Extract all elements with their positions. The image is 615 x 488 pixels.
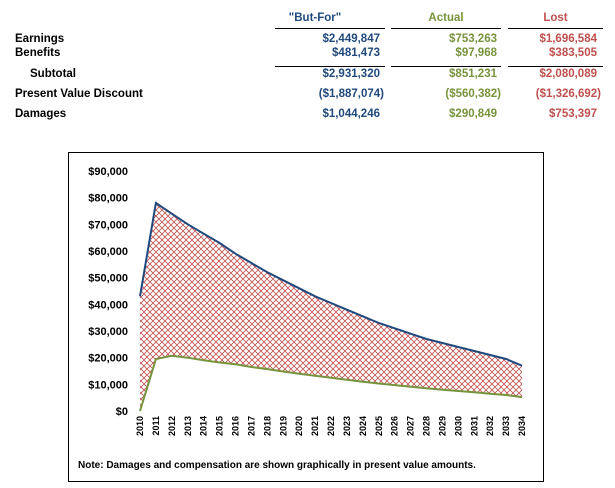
x-tick-label: 2020: [294, 416, 304, 436]
y-tick-label: $90,000: [88, 166, 128, 178]
earnings-but-for: $2,449,847: [322, 33, 380, 45]
row-label-benefits: Benefits: [15, 47, 61, 59]
lost-area: [140, 203, 522, 411]
x-tick-label: 2024: [358, 416, 368, 436]
damages-but-for: $1,044,246: [322, 108, 380, 120]
row-label-earnings: Earnings: [15, 33, 65, 45]
damages-lost: $753,397: [549, 108, 597, 120]
chart-frame: [68, 152, 544, 482]
x-tick-label: 2034: [517, 416, 527, 436]
y-tick-label: $40,000: [88, 299, 128, 311]
x-tick-label: 2022: [326, 416, 336, 436]
x-tick-label: 2010: [135, 416, 145, 436]
x-tick-label: 2021: [310, 416, 320, 436]
x-tick-label: 2019: [278, 416, 288, 436]
subtotal-actual: $851,231: [449, 68, 497, 80]
header-underline-actual: [391, 28, 501, 29]
x-tick-label: 2018: [262, 416, 272, 436]
x-tick-label: 2011: [151, 416, 161, 436]
x-tick-label: 2023: [342, 416, 352, 436]
pv-discount-but-for: ($1,887,074): [318, 88, 384, 100]
x-tick-label: 2030: [453, 416, 463, 436]
damages-actual: $290,849: [449, 108, 497, 120]
header-underline-but-for: [275, 28, 385, 29]
x-tick-label: 2027: [406, 416, 416, 436]
x-tick-label: 2033: [501, 416, 511, 436]
x-tick-label: 2026: [390, 416, 400, 436]
x-tick-label: 2016: [231, 416, 241, 436]
header-actual: Actual: [428, 12, 464, 24]
pv-discount-lost: ($1,326,692): [535, 88, 601, 100]
x-tick-label: 2014: [199, 416, 209, 436]
earnings-actual: $753,263: [449, 33, 497, 45]
header-underline-lost: [508, 28, 603, 29]
row-label-pv-discount: Present Value Discount: [15, 88, 143, 100]
x-tick-label: 2025: [374, 416, 384, 436]
x-tick-label: 2031: [469, 416, 479, 436]
x-tick-label: 2029: [437, 416, 447, 436]
subtotal-but-for: $2,931,320: [322, 68, 380, 80]
x-tick-label: 2028: [422, 416, 432, 436]
y-tick-label: $10,000: [88, 379, 128, 391]
pv-discount-actual: ($560,382): [445, 88, 501, 100]
y-tick-label: $0: [116, 406, 128, 418]
damages-table: "But-For" Actual Lost Earnings $2,449,84…: [0, 0, 615, 130]
y-tick-label: $20,000: [88, 353, 128, 365]
x-tick-label: 2032: [485, 416, 495, 436]
x-tick-label: 2015: [215, 416, 225, 436]
earnings-lost: $1,696,584: [539, 33, 597, 45]
y-axis-labels: $0 $10,000 $20,000 $30,000 $40,000 $50,000 $60…: [88, 166, 128, 418]
y-tick-label: $60,000: [88, 246, 128, 258]
sum-line-actual: [391, 66, 501, 67]
series-line-but-for: [139, 201, 523, 367]
y-tick-label: $70,000: [88, 219, 128, 231]
series-line-actual: [139, 354, 523, 412]
benefits-lost: $383,505: [549, 47, 597, 59]
chart-note: Note: Damages and compensation are shown…: [78, 460, 476, 471]
x-tick-label: 2012: [167, 416, 177, 436]
sum-line-but-for: [275, 66, 385, 67]
benefits-actual: $97,968: [455, 47, 497, 59]
x-tick-label: 2017: [246, 416, 256, 436]
y-tick-label: $30,000: [88, 326, 128, 338]
subtotal-lost: $2,080,089: [539, 68, 597, 80]
y-tick-label: $80,000: [88, 193, 128, 205]
header-lost: Lost: [543, 12, 568, 24]
y-tick-label: $50,000: [88, 273, 128, 285]
row-label-damages: Damages: [15, 108, 67, 120]
header-but-for: "But-For": [288, 12, 342, 24]
x-tick-label: 2013: [183, 416, 193, 436]
x-axis-labels: 2010 2011 2012 2013 2014 2015 2016 2017 2018 2019…: [135, 416, 527, 436]
benefits-but-for: $481,473: [332, 47, 380, 59]
sum-line-lost: [508, 66, 603, 67]
row-label-subtotal: Subtotal: [30, 68, 76, 80]
